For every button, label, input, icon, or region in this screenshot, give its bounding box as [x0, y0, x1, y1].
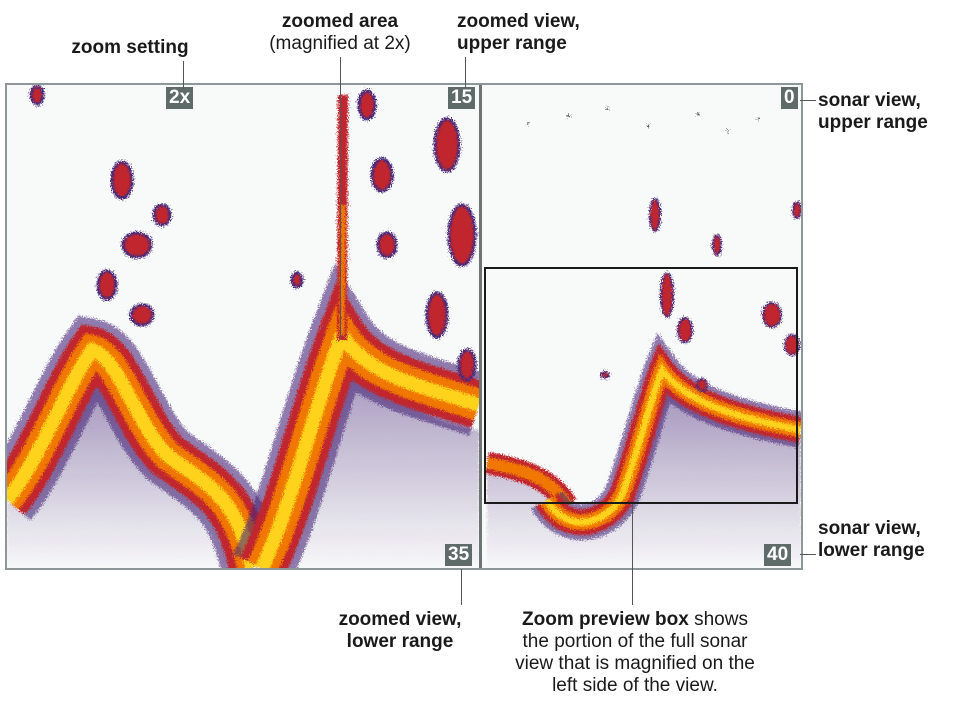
zoomed-view: [7, 85, 479, 568]
zoomed-area-title: zoomed area: [281, 11, 399, 32]
zoomed-lower-annotation: zoomed view, lower range: [320, 609, 480, 653]
zoomed-upper-leader: [465, 57, 466, 88]
zoom-preview-leader: [632, 504, 633, 605]
zoom-setting-leader: [183, 61, 184, 89]
zoom-setting-text: zoom setting: [71, 37, 189, 58]
zoom-setting-annotation: zoom setting: [55, 37, 205, 59]
sonar-display: 2x 15 35 0 40: [7, 85, 801, 568]
zoomed-lower-line2: lower range: [346, 631, 454, 652]
sonar-upper-line1: sonar view,: [818, 90, 921, 111]
sonar-lower-line1: sonar view,: [818, 518, 921, 539]
sonar-lower-range-tag: 40: [764, 544, 792, 566]
zoomed-upper-range-tag: 15: [448, 87, 476, 109]
zoomed-lower-line1: zoomed view,: [338, 609, 462, 630]
preview-bold: Zoom preview box: [522, 609, 689, 630]
zoom-level-tag: 2x: [166, 87, 194, 109]
full-sonar-view: [484, 107, 801, 568]
sonar-lower-leader: [800, 554, 816, 555]
zoomed-upper-line2: upper range: [457, 33, 567, 54]
preview-line3: view that is magnified on the: [515, 653, 755, 674]
sonar-graphics: [7, 85, 801, 568]
sonar-lower-line2: lower range: [818, 540, 925, 561]
preview-line4: left side of the view.: [552, 675, 718, 696]
zoomed-area-leader: [340, 57, 341, 339]
sonar-upper-range-tag: 0: [781, 87, 798, 109]
zoomed-upper-line1: zoomed view,: [457, 11, 580, 32]
zoomed-area-annotation: zoomed area (magnified at 2x): [250, 11, 430, 55]
sonar-lower-annotation: sonar view, lower range: [818, 518, 948, 562]
zoomed-upper-annotation: zoomed view, upper range: [457, 11, 617, 55]
sonar-upper-annotation: sonar view, upper range: [818, 90, 948, 134]
zoomed-lower-range-tag: 35: [445, 544, 473, 566]
zoom-preview-annotation: Zoom preview box shows the portion of th…: [480, 609, 790, 697]
sonar-upper-line2: upper range: [818, 112, 928, 133]
zoom-preview-box: [484, 267, 798, 504]
zoomed-lower-leader: [461, 569, 462, 605]
zoomed-area-note: (magnified at 2x): [269, 33, 411, 54]
preview-line2: the portion of the full sonar: [522, 631, 748, 652]
view-divider: [479, 85, 482, 568]
sonar-upper-leader: [800, 100, 816, 101]
preview-line1-rest: shows: [688, 609, 748, 630]
